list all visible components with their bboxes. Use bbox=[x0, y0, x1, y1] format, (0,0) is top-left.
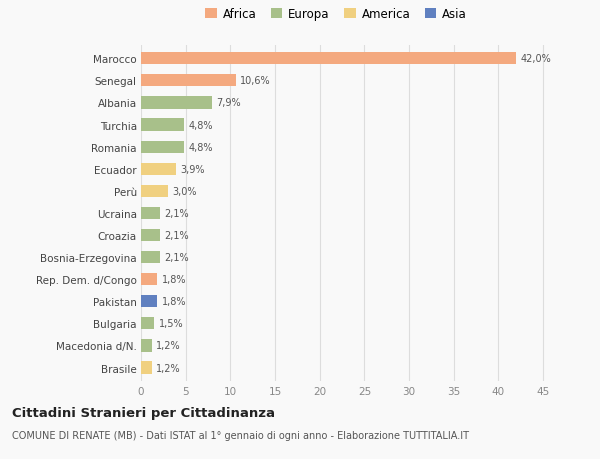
Bar bbox=[141, 207, 160, 219]
Text: 7,9%: 7,9% bbox=[216, 98, 241, 108]
Text: Cittadini Stranieri per Cittadinanza: Cittadini Stranieri per Cittadinanza bbox=[12, 406, 275, 419]
Text: 3,9%: 3,9% bbox=[181, 164, 205, 174]
Text: 4,8%: 4,8% bbox=[188, 142, 213, 152]
Text: 10,6%: 10,6% bbox=[240, 76, 271, 86]
Bar bbox=[141, 296, 157, 308]
Text: 42,0%: 42,0% bbox=[521, 54, 551, 64]
Text: COMUNE DI RENATE (MB) - Dati ISTAT al 1° gennaio di ogni anno - Elaborazione TUT: COMUNE DI RENATE (MB) - Dati ISTAT al 1°… bbox=[12, 431, 469, 441]
Text: 2,1%: 2,1% bbox=[164, 208, 189, 218]
Bar bbox=[141, 274, 157, 285]
Bar bbox=[141, 318, 154, 330]
Text: 3,0%: 3,0% bbox=[172, 186, 197, 196]
Bar bbox=[141, 230, 160, 241]
Legend: Africa, Europa, America, Asia: Africa, Europa, America, Asia bbox=[205, 8, 467, 21]
Bar bbox=[141, 163, 176, 175]
Bar bbox=[141, 185, 168, 197]
Text: 1,8%: 1,8% bbox=[161, 274, 186, 285]
Bar bbox=[141, 97, 212, 109]
Text: 1,8%: 1,8% bbox=[161, 297, 186, 307]
Bar bbox=[141, 141, 184, 153]
Bar bbox=[141, 119, 184, 131]
Bar bbox=[141, 340, 152, 352]
Text: 1,2%: 1,2% bbox=[156, 363, 181, 373]
Text: 4,8%: 4,8% bbox=[188, 120, 213, 130]
Text: 2,1%: 2,1% bbox=[164, 252, 189, 263]
Bar bbox=[141, 53, 517, 65]
Text: 2,1%: 2,1% bbox=[164, 230, 189, 241]
Text: 1,2%: 1,2% bbox=[156, 341, 181, 351]
Bar bbox=[141, 362, 152, 374]
Text: 1,5%: 1,5% bbox=[159, 319, 184, 329]
Bar bbox=[141, 252, 160, 263]
Bar bbox=[141, 75, 236, 87]
